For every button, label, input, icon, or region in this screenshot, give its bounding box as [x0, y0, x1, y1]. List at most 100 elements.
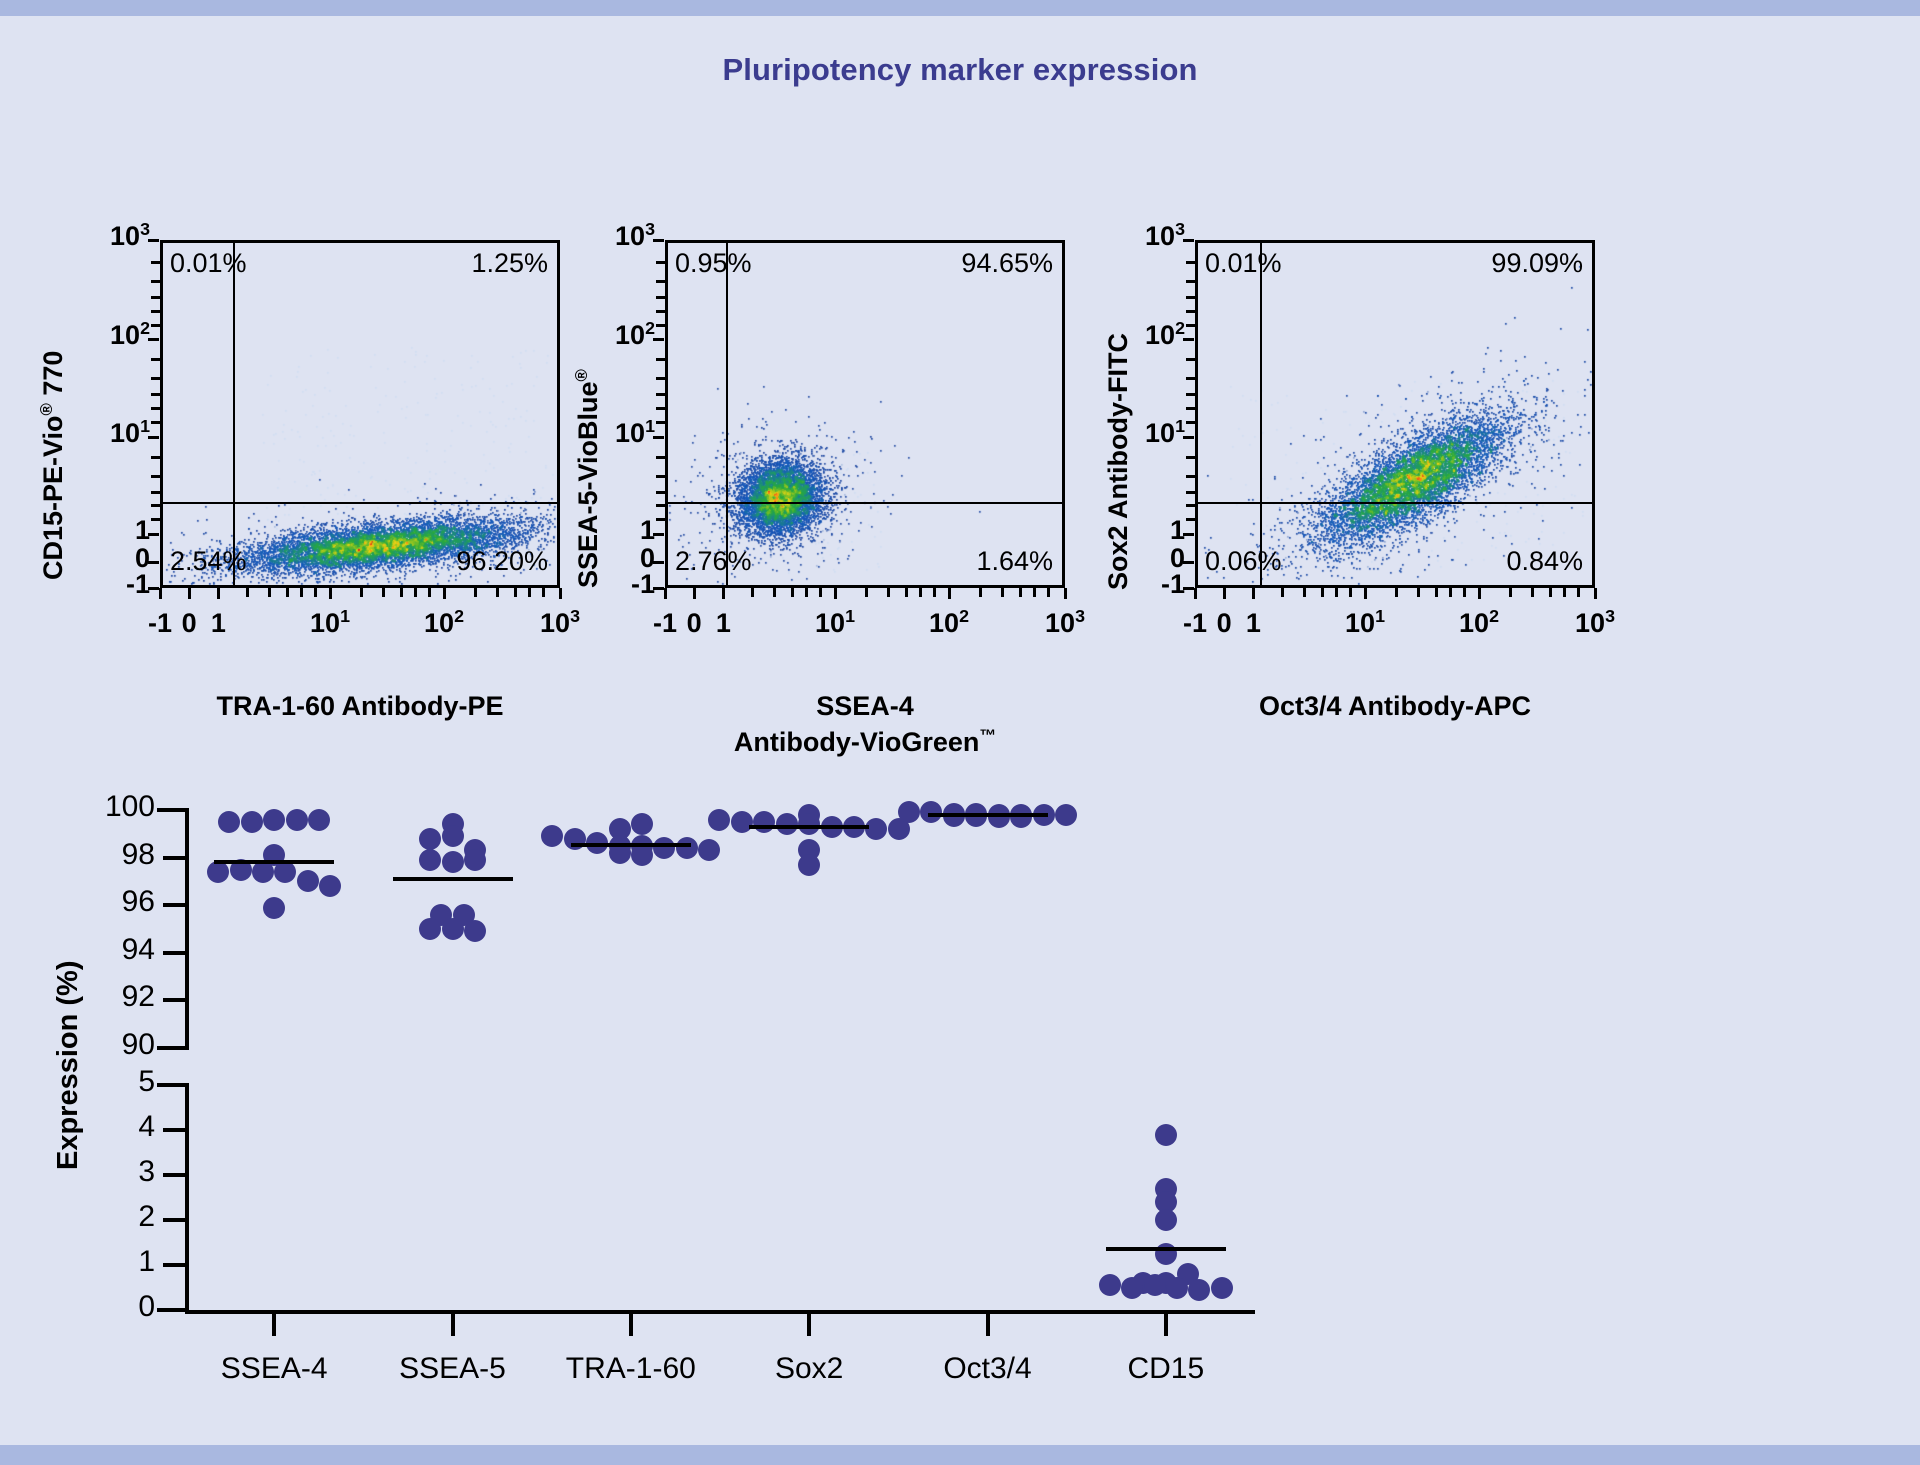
dotplot-y-tick [157, 1083, 189, 1087]
flow-y-axis-title: Sox2 Antibody-FITC [1103, 333, 1134, 590]
flow-y-tick-label: 103 [1117, 221, 1185, 252]
flow-x-minor-tick [773, 588, 776, 597]
dotplot-data-point [698, 839, 720, 861]
flow-x-axis-title: Oct3/4 Antibody-APC [1165, 688, 1625, 724]
quad-label-upper-right: 1.25% [160, 248, 548, 279]
flow-y-minor-tick [656, 280, 665, 283]
flow-x-minor-tick [246, 588, 249, 597]
dotplot-y-tick-label: 98 [35, 838, 155, 872]
flow-y-minor-tick [151, 456, 160, 459]
dotplot-y-tick [163, 903, 187, 907]
flow-y-minor-tick [151, 377, 160, 380]
flow-x-minor-tick [542, 588, 545, 597]
flow-x-minor-tick [805, 588, 808, 597]
dotplot-data-point [241, 811, 263, 833]
dotplot-data-point [297, 870, 319, 892]
dotplot-median-line [749, 825, 869, 829]
dotplot-y-tick [163, 998, 187, 1002]
flow-x-minor-tick [400, 588, 403, 597]
dotplot-data-point [263, 809, 285, 831]
flow-y-minor-tick [151, 358, 160, 361]
dotplot-category-tick [807, 1314, 811, 1336]
flow-y-tick-label: -1 [82, 569, 150, 600]
dotplot-data-point [442, 851, 464, 873]
flow-x-minor-tick [1335, 588, 1338, 597]
dotplot-data-point [898, 801, 920, 823]
flow-x-tick-label: 103 [1025, 608, 1105, 639]
flow-x-tick [722, 588, 725, 599]
flow-y-tick-label: 101 [82, 418, 150, 449]
flow-x-minor-tick [514, 588, 517, 597]
flow-y-tick-label: 103 [82, 221, 150, 252]
dotplot-y-tick [163, 951, 187, 955]
flow-y-minor-tick [656, 518, 665, 521]
flow-y-minor-tick [656, 296, 665, 299]
dotplot-y-tick-label: 5 [35, 1065, 155, 1099]
flow-y-tick [653, 239, 664, 242]
dotplot-data-point [442, 918, 464, 940]
flow-x-tick [443, 588, 446, 599]
flow-y-minor-tick [1186, 310, 1195, 313]
flow-y-tick [653, 561, 664, 564]
flow-plot-frame [1195, 240, 1595, 588]
dotplot-category-tick [1164, 1314, 1168, 1336]
flow-y-axis-title: SSEA-5-VioBlue® [573, 369, 604, 588]
flow-x-minor-tick [360, 588, 363, 597]
flow-y-tick [148, 533, 159, 536]
flow-y-minor-tick [151, 324, 160, 327]
dotplot-data-point [286, 809, 308, 831]
dotplot-y-tick [163, 1218, 187, 1222]
flow-y-minor-tick [1186, 456, 1195, 459]
flow-x-tick-label: 101 [795, 608, 875, 639]
flow-x-tick-label: 102 [404, 608, 484, 639]
dotplot-data-point [631, 813, 653, 835]
flow-y-minor-tick [1186, 475, 1195, 478]
flow-y-minor-tick [1186, 421, 1195, 424]
flow-y-minor-tick [151, 280, 160, 283]
flow-y-minor-tick [656, 504, 665, 507]
flow-y-tick [1183, 436, 1194, 439]
dotplot-data-point [1099, 1274, 1121, 1296]
dotplot-category-tick [451, 1314, 455, 1336]
flow-y-minor-tick [1186, 393, 1195, 396]
flow-y-minor-tick [1186, 296, 1195, 299]
dotplot-data-point [676, 837, 698, 859]
flow-y-tick [653, 436, 664, 439]
quad-label-upper-right: 99.09% [1195, 248, 1583, 279]
gate-horizontal-line [726, 502, 1062, 504]
flow-y-tick [653, 533, 664, 536]
dotplot-data-point [464, 920, 486, 942]
flow-y-tick [148, 338, 159, 341]
flow-y-minor-tick [151, 421, 160, 424]
flow-x-minor-tick [286, 588, 289, 597]
flow-density-canvas [163, 243, 557, 585]
flow-y-minor-tick [151, 504, 160, 507]
dotplot-y-tick-label: 2 [35, 1200, 155, 1234]
flow-y-minor-tick [151, 475, 160, 478]
flow-y-tick [1183, 239, 1194, 242]
flow-density-canvas [1198, 243, 1592, 585]
flow-y-minor-tick [656, 324, 665, 327]
dotplot-data-point [708, 809, 730, 831]
flow-y-tick [1183, 561, 1194, 564]
flow-y-minor-tick [151, 491, 160, 494]
flow-x-minor-tick [791, 588, 794, 597]
dotplot-data-point [865, 818, 887, 840]
flow-x-minor-tick [428, 588, 431, 597]
flow-x-minor-tick [865, 588, 868, 597]
flow-y-minor-tick [1186, 358, 1195, 361]
flow-x-minor-tick [1303, 588, 1306, 597]
gate-vertical-line [233, 243, 235, 585]
flow-x-minor-tick [905, 588, 908, 597]
flow-x-tick [188, 588, 191, 599]
quad-label-upper-right: 94.65% [665, 248, 1053, 279]
dotplot-data-point [319, 875, 341, 897]
figure-root: Pluripotency marker expression 0.01% 1.25… [0, 0, 1920, 1465]
bottom-band [0, 1445, 1920, 1465]
flow-x-minor-tick [887, 588, 890, 597]
dotplot-data-point [631, 844, 653, 866]
dotplot-y-tick-label: 0 [35, 1290, 155, 1324]
dotplot-data-point [541, 825, 563, 847]
dotplot-data-point [442, 825, 464, 847]
flow-y-axis-title: CD15-PE-Vio® 770 [38, 351, 69, 580]
